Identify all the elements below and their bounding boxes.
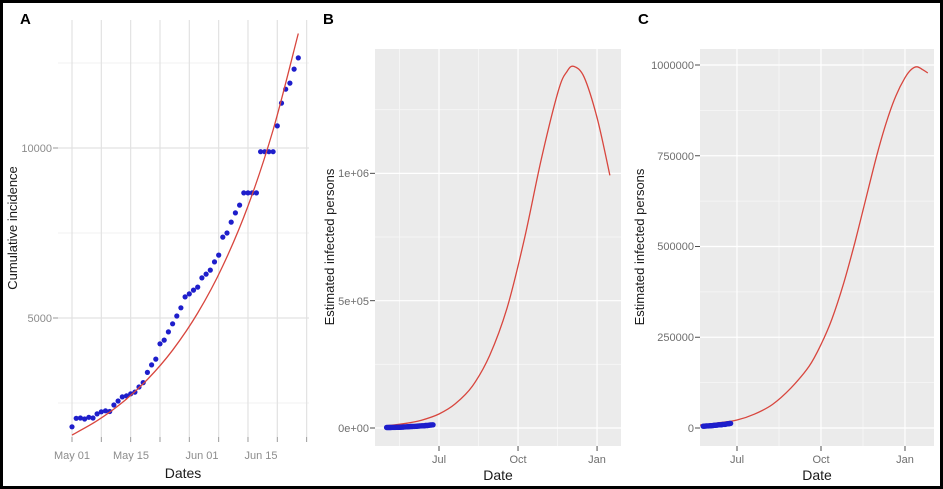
data-point (220, 234, 226, 240)
panel-a-y-axis-title: Cumulative incidence (5, 166, 20, 290)
panel-b-x-axis-title: Date (483, 467, 513, 483)
data-point (190, 287, 197, 293)
data-point (86, 414, 92, 420)
panel-c-ytick-0: 0 (688, 423, 694, 435)
data-point (149, 362, 155, 368)
data-point (98, 409, 104, 415)
model-curve (386, 65, 611, 427)
panel-a-ytick-5000: 5000 (28, 313, 52, 325)
data-point (211, 259, 218, 265)
data-point (228, 219, 234, 225)
data-point (287, 80, 293, 86)
data-point (178, 305, 184, 311)
data-point (115, 398, 121, 404)
data-point (258, 149, 264, 155)
data-point (203, 271, 209, 277)
data-point (170, 321, 176, 327)
data-point (216, 252, 222, 258)
observed-points (700, 420, 734, 429)
model-curve (71, 33, 299, 436)
data-point (73, 415, 79, 421)
panel-c-letter: C (638, 11, 649, 28)
panel-b-xtick-jan: Jan (588, 454, 606, 466)
data-point (207, 267, 213, 273)
panel-c-ytick-1000000: 1000000 (651, 60, 694, 72)
panel-b-ytick-0: 0e+00 (338, 423, 369, 435)
data-point (291, 66, 297, 72)
data-point (182, 294, 188, 300)
panel-c-ytick-250000: 250000 (657, 332, 694, 344)
panel-a-xtick-may01: May 01 (54, 450, 90, 462)
data-point (241, 190, 247, 196)
panel-a-ytick-10000: 10000 (21, 143, 52, 155)
data-point (174, 313, 180, 319)
panel-a-x-axis-title: Dates (165, 465, 202, 481)
data-point (128, 391, 134, 397)
panel-b-plot-area (370, 49, 621, 451)
data-point (165, 329, 171, 335)
panel-c-x-axis-title: Date (802, 467, 832, 483)
data-point (274, 123, 280, 129)
data-point (727, 420, 734, 427)
data-point (144, 369, 150, 375)
data-point (77, 415, 83, 421)
data-point (232, 210, 238, 216)
panel-c-ytick-500000: 500000 (657, 241, 694, 253)
panel-c-xtick-jan: Jan (896, 454, 914, 466)
panel-b-xtick-oct: Oct (509, 454, 526, 466)
panel-b-letter: B (323, 11, 334, 28)
panel-a-plot-area (53, 20, 309, 442)
data-point (295, 55, 301, 61)
data-point (102, 408, 109, 414)
data-point (253, 190, 259, 196)
data-point (140, 380, 146, 386)
data-point (153, 356, 159, 362)
data-point (82, 416, 88, 422)
data-point (270, 149, 276, 155)
panel-background (375, 49, 621, 446)
panel-c-xtick-jul: Jul (730, 454, 744, 466)
data-point (90, 415, 96, 421)
observed-points (383, 422, 436, 431)
data-point (161, 337, 167, 343)
panel-c-y-axis-title: Estimated infected persons (632, 168, 647, 325)
panel-a-xtick-jun15: Jun 15 (244, 450, 277, 462)
data-point (94, 411, 100, 417)
panel-c-xtick-oct: Oct (812, 454, 829, 466)
model-curve (700, 66, 929, 426)
observed-points (69, 55, 301, 430)
data-point (119, 394, 125, 400)
data-point (237, 202, 243, 208)
panel-b-xtick-jul: Jul (432, 454, 446, 466)
data-point (69, 424, 75, 430)
panel-a-xtick-may15: May 15 (113, 450, 149, 462)
panel-b-ytick-1e06: 1e+06 (338, 168, 369, 180)
panel-c-plot-area (695, 49, 934, 451)
data-point (111, 402, 117, 408)
data-point (186, 291, 192, 297)
panel-a-letter: A (20, 11, 31, 28)
panel-b-ytick-5e05: 5e+05 (338, 296, 369, 308)
panel-c-ytick-750000: 750000 (657, 151, 694, 163)
data-point (430, 422, 436, 428)
data-point (195, 284, 201, 290)
panel-background (700, 49, 934, 446)
panel-b-y-axis-title: Estimated infected persons (322, 168, 337, 325)
data-point (199, 275, 205, 281)
data-point (245, 190, 251, 196)
data-point (157, 341, 163, 347)
panel-a-xtick-jun01: Jun 01 (185, 450, 218, 462)
data-point (224, 230, 230, 236)
